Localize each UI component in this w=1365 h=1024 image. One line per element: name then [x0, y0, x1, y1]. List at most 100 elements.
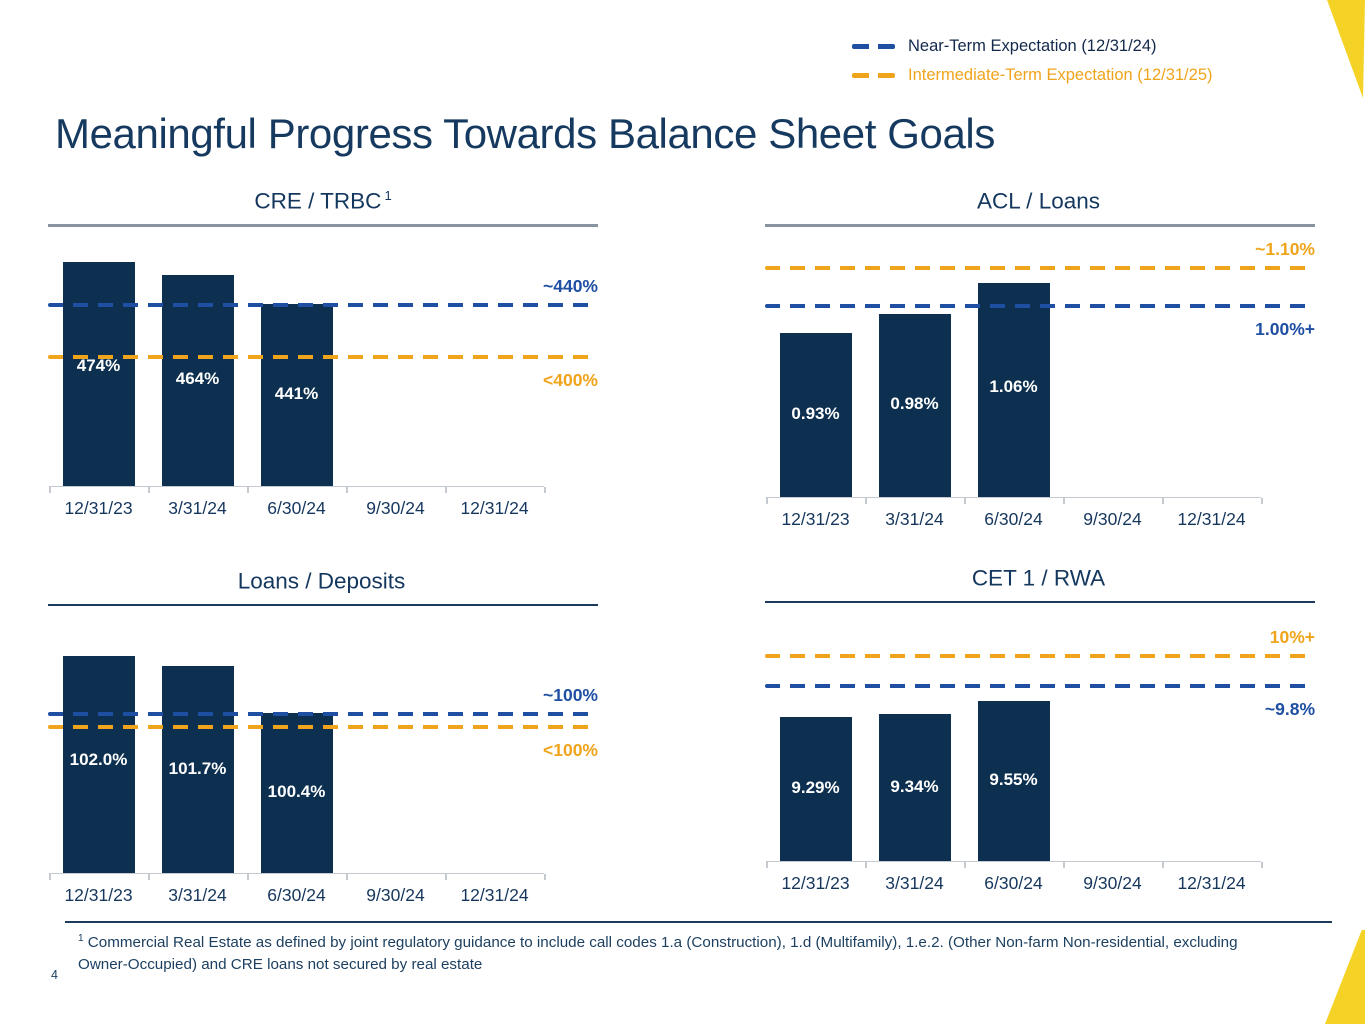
- axis-tick: [346, 874, 348, 880]
- legend-label-near-term: Near-Term Expectation (12/31/24): [908, 37, 1157, 55]
- bar-value-label: 1.06%: [989, 377, 1038, 397]
- near-term-target-label: ~100%: [543, 685, 598, 706]
- x-axis-label: 12/31/24: [1177, 509, 1246, 529]
- footnote-marker: 1: [384, 188, 392, 203]
- near-term-expectation-line: [48, 712, 598, 717]
- chart-title-cre-trbc: CRE / TRBC 1: [48, 188, 598, 218]
- bar-acl-loans-6/30/24: 1.06%: [977, 283, 1050, 497]
- x-axis-label: 3/31/24: [168, 498, 227, 518]
- intermediate-term-expectation-line: [765, 265, 1315, 270]
- plot-area-loans-deposits: 102.0% 101.7% 100.4% ~100% <100% 12/31/23 3/31…: [48, 620, 598, 905]
- legend: Near-Term Expectation (12/31/24) Interme…: [852, 32, 1213, 90]
- bar-value-label: 9.29%: [791, 778, 840, 798]
- axis-tick: [49, 874, 51, 880]
- axis-tick: [865, 498, 867, 504]
- bar-value-label: 0.98%: [890, 394, 939, 414]
- chart-title-loans-deposits: Loans / Deposits: [48, 568, 598, 598]
- x-axis-label: 9/30/24: [366, 885, 425, 905]
- x-axis-label: 3/31/24: [168, 885, 227, 905]
- plot-area-cre-trbc: 474% 464% 441% ~440% <400% 12/31/23 3/31/24 6/3…: [48, 241, 598, 518]
- bar-acl-loans-3/31/24: 0.98%: [878, 313, 951, 497]
- axis-tick: [346, 487, 348, 493]
- axis-tick: [49, 487, 51, 493]
- chart-title-cet1-rwa: CET 1 / RWA: [765, 565, 1315, 595]
- chart-panel-cet1-rwa: CET 1 / RWA 9.29% 9.34% 9.55% 10%+ ~9.8% 12/3…: [765, 565, 1315, 893]
- chart-title-text: Loans / Deposits: [237, 568, 406, 594]
- chart-panel-acl-loans: ACL / Loans 0.93% 0.98% 1.06% ~1.10% 1.00%+ 1…: [765, 188, 1315, 529]
- bar-value-label: 441%: [274, 384, 319, 404]
- title-underline: [765, 601, 1315, 603]
- bar-value-label: 0.93%: [791, 403, 840, 423]
- bar-value-label: 474%: [76, 355, 121, 375]
- axis-tick: [1063, 498, 1065, 504]
- bar-value-label: 101.7%: [168, 758, 227, 778]
- chart-panel-cre-trbc: CRE / TRBC 1 474% 464% 441% ~440% <400% 12/31/…: [48, 188, 598, 518]
- axis-tick: [544, 874, 546, 880]
- bar-cet1-rwa-6/30/24: 9.55%: [977, 701, 1050, 861]
- bar-loans-deposits-6/30/24: 100.4%: [260, 712, 333, 873]
- x-axis-line: [766, 496, 1261, 498]
- axis-tick: [1063, 862, 1065, 868]
- plot-area-cet1-rwa: 9.29% 9.34% 9.55% 10%+ ~9.8% 12/31/23 3/31/24 6…: [765, 617, 1315, 893]
- x-axis-label: 3/31/24: [885, 873, 944, 893]
- axis-tick: [544, 487, 546, 493]
- near-term-target-label: ~9.8%: [1264, 698, 1315, 719]
- near-term-expectation-line: [765, 683, 1315, 688]
- x-axis-label: 12/31/23: [781, 509, 850, 529]
- axis-tick: [148, 487, 150, 493]
- footnote-text: Commercial Real Estate as defined by joi…: [78, 934, 1238, 974]
- bar-loans-deposits-12/31/23: 102.0%: [62, 655, 135, 873]
- axis-tick: [964, 498, 966, 504]
- title-underline: [765, 224, 1315, 227]
- x-axis-label: 12/31/23: [781, 873, 850, 893]
- x-axis-label: 9/30/24: [1083, 509, 1142, 529]
- chart-title-text: CET 1 / RWA: [971, 565, 1106, 591]
- intermediate-term-target-label: ~1.10%: [1255, 238, 1315, 259]
- chart-title-text: CRE / TRBC: [254, 188, 382, 214]
- near-term-dash-icon: [852, 44, 895, 49]
- near-term-target-label: ~440%: [543, 276, 598, 297]
- near-term-expectation-line: [765, 303, 1315, 308]
- axis-tick: [766, 498, 768, 504]
- x-axis-line: [49, 872, 544, 874]
- axis-tick: [445, 874, 447, 880]
- x-axis-label: 12/31/24: [460, 885, 529, 905]
- bar-cre-trbc-6/30/24: 441%: [260, 304, 333, 486]
- near-term-expectation-line: [48, 303, 598, 308]
- plot-area-acl-loans: 0.93% 0.98% 1.06% ~1.10% 1.00%+ 12/31/23 3/31/…: [765, 238, 1315, 529]
- x-axis-label: 6/30/24: [984, 509, 1043, 529]
- axis-tick: [1162, 862, 1164, 868]
- axis-tick: [445, 487, 447, 493]
- axis-tick: [247, 874, 249, 880]
- bar-value-label: 100.4%: [267, 781, 326, 801]
- chart-panel-loans-deposits: Loans / Deposits 102.0% 101.7% 100.4% ~100%…: [48, 568, 598, 905]
- near-term-target-label: 1.00%+: [1255, 318, 1315, 339]
- bar-cre-trbc-12/31/23: 474%: [62, 261, 135, 486]
- x-axis-label: 9/30/24: [366, 498, 425, 518]
- chart-title-acl-loans: ACL / Loans: [765, 188, 1315, 218]
- corner-accent-top-right-icon: [1327, 0, 1365, 98]
- bar-value-label: 464%: [175, 368, 220, 388]
- bar-acl-loans-12/31/23: 0.93%: [779, 332, 852, 497]
- x-axis-line: [766, 860, 1261, 862]
- axis-tick: [865, 862, 867, 868]
- page-title: Meaningful Progress Towards Balance Shee…: [55, 110, 995, 157]
- x-axis-label: 12/31/23: [64, 885, 133, 905]
- x-axis-label: 6/30/24: [984, 873, 1043, 893]
- axis-tick: [247, 487, 249, 493]
- bar-cre-trbc-3/31/24: 464%: [161, 274, 234, 486]
- intermediate-term-target-label: 10%+: [1269, 627, 1315, 648]
- x-axis-label: 3/31/24: [885, 509, 944, 529]
- bar-cet1-rwa-3/31/24: 9.34%: [878, 714, 951, 861]
- page-number: 4: [51, 968, 58, 982]
- intermediate-term-dash-icon: [852, 73, 895, 78]
- bar-value-label: 102.0%: [69, 749, 128, 769]
- chart-title-text: ACL / Loans: [977, 188, 1100, 214]
- bar-value-label: 9.34%: [890, 776, 939, 796]
- title-underline: [48, 604, 598, 606]
- intermediate-term-expectation-line: [765, 654, 1315, 659]
- legend-item-intermediate-term: Intermediate-Term Expectation (12/31/25): [852, 61, 1213, 90]
- intermediate-term-expectation-line: [48, 724, 598, 729]
- bar-cet1-rwa-12/31/23: 9.29%: [779, 717, 852, 861]
- axis-tick: [964, 862, 966, 868]
